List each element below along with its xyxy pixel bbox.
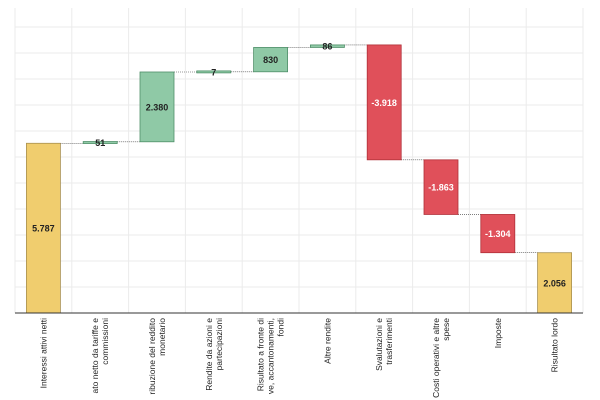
bar-4 (196, 70, 232, 74)
bar-7 (366, 44, 402, 161)
category-tick-label: fondi (276, 318, 286, 337)
bar-2 (82, 141, 118, 144)
category-tick-label: ve, accantonamenti, (266, 318, 276, 394)
category-tick-label: ribuzione del reddito (147, 318, 157, 395)
bar-value-label: -1.304 (485, 229, 511, 239)
bar-value-label: 86 (322, 42, 332, 52)
bars (25, 44, 572, 314)
category-tick-label: trasferimenti (384, 318, 394, 365)
category-tick-label: Costi operativi e altre (431, 318, 441, 398)
category-tick-label: Imposte (493, 318, 503, 349)
category-tick-label: Risultato lordo (550, 318, 560, 373)
bar-value-label: 51 (95, 138, 105, 148)
bar-10 (537, 252, 572, 314)
bar-value-label: -3.918 (371, 98, 397, 108)
bar-value-label: 2.380 (146, 102, 169, 112)
bar-5 (253, 47, 289, 73)
category-tick-label: spese (441, 318, 451, 341)
bar-value-label: 7 (211, 67, 216, 77)
bar-value-label: 5.787 (32, 224, 55, 234)
category-tick-label: Altre rendite (322, 318, 332, 364)
category-tick-label: Svalutazioni e (374, 318, 384, 371)
bar-value-label: 2.056 (543, 278, 566, 288)
bar-9 (480, 214, 516, 254)
bar-value-label: 830 (263, 55, 278, 65)
connectors (60, 44, 538, 254)
category-tick-label: monetario (157, 318, 167, 356)
category-tick-label: Rendite da azioni e (204, 318, 214, 391)
grid (14, 8, 584, 313)
category-tick-label: ato netto da tariffe e (90, 318, 100, 394)
bar-6 (309, 44, 345, 48)
category-tick-label: Risultato a fronte di (256, 318, 266, 391)
bar-value-label: -1.863 (428, 183, 454, 193)
category-tick-label: Interessi attivi netti (38, 318, 48, 389)
category-tick-label: partecipazioni (214, 318, 224, 371)
data-labels: 5.787 51 2.380 7 830 86 -3.918 -1.863 -1.304 2.05… (32, 42, 566, 289)
category-tick-label: commissioni (100, 318, 110, 365)
bar-8 (423, 159, 459, 215)
bar-3 (139, 71, 175, 143)
